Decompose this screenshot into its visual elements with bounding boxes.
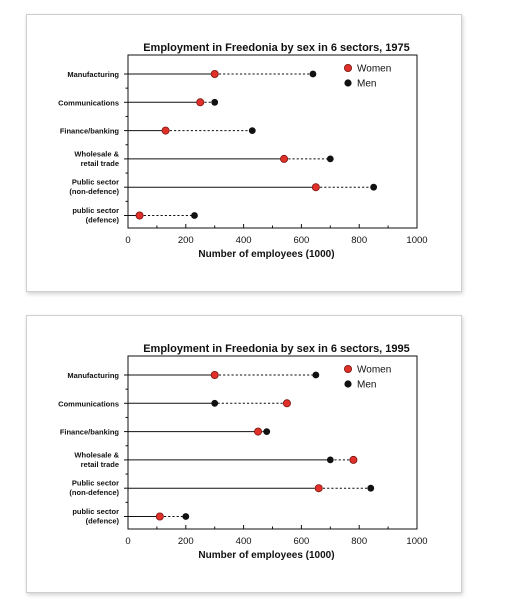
category-label-line: (non-defence) [69,488,119,497]
category-label-line: (defence) [86,517,120,526]
chart-card-1995: Employment in Freedonia by sex in 6 sect… [26,315,462,593]
x-axis-label: Number of employees (1000) [198,249,334,260]
category-label-line: (non-defence) [69,187,119,196]
chart-1995: Employment in Freedonia by sex in 6 sect… [58,343,427,561]
men-point [312,371,320,379]
women-point [210,371,219,380]
x-axis-label: Number of employees (1000) [198,550,334,561]
legend-men-label: Men [357,380,376,391]
x-tick-label: 200 [178,235,194,246]
women-point [135,211,144,220]
x-tick-label: 1000 [406,536,427,547]
category-label-line: Public sector [72,479,119,488]
category-label-line: retail trade [81,460,119,469]
chart-1975: Employment in Freedonia by sex in 6 sect… [58,42,427,260]
category-label: Public sector (non-defence) [69,178,119,197]
category-label-line: Public sector [72,178,119,187]
category-label: Wholesale & retail trade [74,450,119,469]
chart-title: Employment in Freedonia by sex in 6 sect… [143,42,410,54]
category-label: Finance/banking [60,127,120,136]
category-label: public sector (defence) [72,206,119,225]
x-tick-label: 600 [293,536,309,547]
category-label: Finance/banking [60,428,120,437]
category-label-line: Communications [58,399,119,408]
men-point [263,428,271,435]
category-label-line: public sector [72,507,119,516]
category-label-line: Wholesale & [74,450,119,459]
legend-men-marker [344,79,352,87]
men-point [182,513,190,520]
x-tick-label: 1000 [406,235,427,246]
men-point [191,212,198,219]
legend-women-label: Women [357,365,391,376]
legend-men-label: Men [357,79,376,90]
legend-women-label: Women [357,64,391,75]
category-label: Communications [58,399,119,408]
women-point [314,484,323,493]
chart-card-1975: Employment in Freedonia by sex in 6 sect… [26,14,462,292]
category-label: Manufacturing [67,70,119,79]
women-point [254,427,263,436]
x-tick-label: 200 [178,536,194,547]
x-tick-label: 600 [293,235,309,246]
category-label: Wholesale & retail trade [74,149,119,168]
men-point [211,399,219,407]
women-point [155,512,164,521]
x-tick-label: 400 [236,235,252,246]
category-label-line: Wholesale & [74,149,119,158]
category-label-line: public sector [72,206,119,215]
legend-women-marker [343,64,352,73]
category-label-line: Communications [58,98,119,107]
men-point [326,155,334,163]
legend: Women Men [343,64,391,90]
x-tick-label: 800 [351,235,367,246]
x-tick-label: 800 [351,536,367,547]
women-point [161,126,170,135]
legend: Women Men [343,365,391,391]
men-point [248,127,256,134]
category-label-line: Finance/banking [60,428,120,437]
men-point [211,98,219,106]
women-point [282,399,291,408]
women-point [349,455,358,464]
category-label-line: Finance/banking [60,127,120,136]
category-label-line: (defence) [86,216,120,225]
category-label: Public sector (non-defence) [69,479,119,498]
women-point [196,98,205,107]
women-point [280,154,289,163]
category-label-line: Manufacturing [67,371,119,380]
women-point [210,70,219,79]
category-label-line: Manufacturing [67,70,119,79]
men-point [309,70,317,78]
x-tick-label: 400 [236,536,252,547]
category-label: Manufacturing [67,371,119,380]
men-point [367,484,375,492]
category-label: public sector (defence) [72,507,119,526]
x-tick-label: 0 [125,235,130,246]
chart-title: Employment in Freedonia by sex in 6 sect… [143,343,410,355]
women-point [311,183,320,192]
category-label-line: retail trade [81,159,119,168]
men-point [326,456,334,464]
men-point [370,183,378,191]
x-tick-label: 0 [125,536,130,547]
legend-men-marker [344,380,352,388]
legend-women-marker [343,365,352,374]
category-label: Communications [58,98,119,107]
